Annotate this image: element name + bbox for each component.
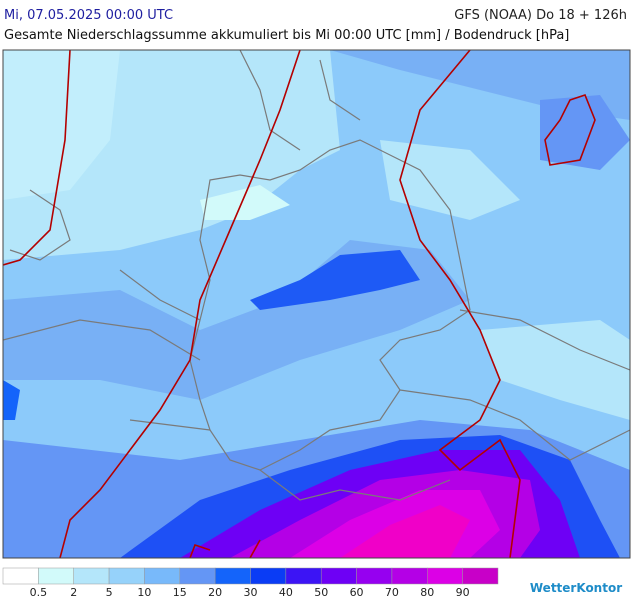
legend-swatch <box>108 567 145 585</box>
legend-tick-label: 40 <box>279 586 293 599</box>
subtitle: Gesamte Niederschlagssumme akkumuliert b… <box>4 28 569 43</box>
legend-tick-label: 20 <box>208 586 222 599</box>
legend-swatch <box>144 567 181 585</box>
legend-tick-label: 15 <box>173 586 187 599</box>
brand-logo: WetterKontor <box>530 581 622 595</box>
model-run: GFS (NOAA) Do 18 + 126h <box>454 8 627 23</box>
legend-swatch <box>2 567 39 585</box>
legend-swatch <box>250 567 287 585</box>
legend-tick-label: 0.5 <box>30 586 48 599</box>
legend-swatch <box>462 567 499 585</box>
legend-swatch <box>285 567 322 585</box>
legend-tick-label: 2 <box>70 586 77 599</box>
legend-tick-label: 60 <box>350 586 364 599</box>
legend-swatch <box>356 567 393 585</box>
legend: 0.5 2 5 10 15 20 30 40 50 60 70 80 90 <box>2 567 499 599</box>
legend-swatch <box>38 567 74 585</box>
legend-swatch <box>427 567 463 585</box>
legend-tick-label: 50 <box>314 586 328 599</box>
legend-swatch <box>73 567 110 585</box>
datetime: Mi, 07.05.2025 00:00 UTC <box>4 8 173 23</box>
legend-tick-label: 30 <box>244 586 258 599</box>
legend-swatch <box>214 567 251 585</box>
legend-swatch <box>179 567 216 585</box>
legend-tick-label: 70 <box>385 586 399 599</box>
legend-tick-label: 90 <box>456 586 470 599</box>
legend-swatch <box>320 567 357 585</box>
legend-tick-label: 80 <box>420 586 434 599</box>
map <box>2 49 631 559</box>
legend-tick-label: 10 <box>137 586 151 599</box>
legend-swatch <box>391 567 428 585</box>
legend-tick-label: 5 <box>106 586 113 599</box>
